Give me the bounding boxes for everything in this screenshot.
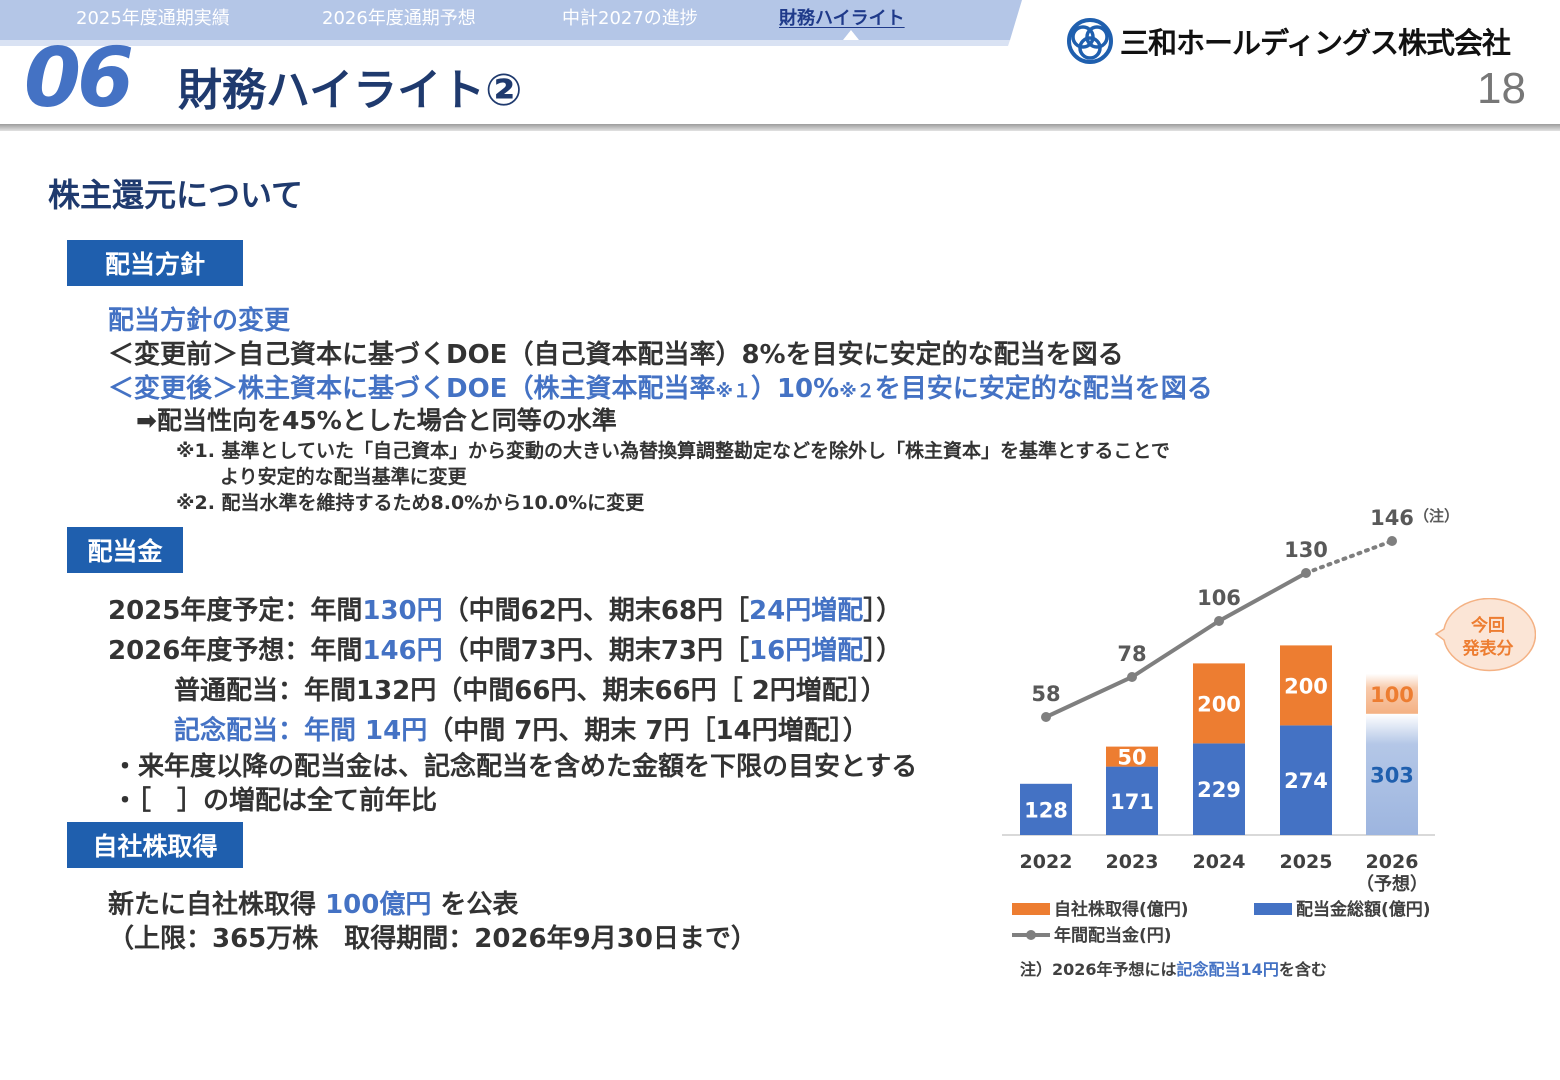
x-tick-sub-2026: （予想） xyxy=(1356,873,1428,895)
dividend-commemorative: 記念配当：年間 14円（中間 7円、期末 7円［14円増配］） xyxy=(174,716,869,746)
chart-footnote: 注）2026年予想には記念配当14円を含む xyxy=(1020,960,1327,979)
bar-buyback-2026 xyxy=(1366,673,1418,714)
bar-dividend-2024 xyxy=(1193,743,1245,835)
label-annual-dividend-2026: 146 xyxy=(1370,506,1414,530)
label-annual-dividend-note: （注） xyxy=(1414,507,1459,525)
policy-note1: ※1. 基準としていた「自己資本」から変動の大きい為替換算調整勘定などを除外し「… xyxy=(176,440,1170,462)
company-name: 三和ホールディングス株式会社 xyxy=(1120,26,1511,60)
buyback-label: 自社株取得 xyxy=(67,822,243,868)
label-dividend-2023: 171 xyxy=(1110,790,1154,814)
header-band: 2025年度通期実績 2026年度通期予想 中計2027の進捗 財務ハイライト … xyxy=(0,0,1560,131)
legend-swatch-dividend xyxy=(1254,903,1292,915)
shareholder-return-chart: 128 2022 171 50 2023 229 200 2024 274 200 2025 303 1… xyxy=(1002,506,1459,979)
bar-dividend-2025 xyxy=(1280,725,1332,835)
point-annual-dividend-2026 xyxy=(1387,536,1397,546)
label-dividend-2026: 303 xyxy=(1370,763,1414,787)
label-annual-dividend-2023: 78 xyxy=(1117,642,1146,666)
label-dividend-2025: 274 xyxy=(1284,769,1328,793)
x-tick-2023: 2023 xyxy=(1106,851,1159,873)
legend-swatch-buyback xyxy=(1012,903,1050,915)
line-annual-dividend xyxy=(1045,571,1307,719)
label-buyback-2026: 100 xyxy=(1370,683,1414,707)
bar-dividend-2026 xyxy=(1366,713,1418,835)
policy-change-title: 配当方針の変更 xyxy=(108,306,291,336)
bar-buyback-2023 xyxy=(1106,746,1158,767)
dividend-label: 配当金 xyxy=(67,527,183,573)
section-number: 06 xyxy=(24,31,134,126)
sanwa-logo-icon xyxy=(1067,18,1113,64)
bar-dividend-2023 xyxy=(1106,766,1158,835)
callout-line-1: 今回 xyxy=(1471,615,1505,636)
policy-before: ＜変更前＞自己資本に基づくDOE（自己資本配当率）8%を目安に安定的な配当を図る xyxy=(108,340,1124,370)
label-dividend-2022: 128 xyxy=(1024,798,1068,822)
policy-note1-cont: より安定的な配当基準に変更 xyxy=(220,466,467,488)
point-annual-dividend-2022 xyxy=(1041,712,1051,722)
label-annual-dividend-2025: 130 xyxy=(1284,538,1328,562)
nav-tab-bar xyxy=(0,0,1022,46)
dividend-bullet-lower-limit: ・来年度以降の配当金は、記念配当を含めた金額を下限の目安とする xyxy=(112,752,918,782)
tab-midterm-plan-progress[interactable]: 中計2027の進捗 xyxy=(562,8,698,29)
dividend-bullet-yoy: ・［ ］の増配は全て前年比 xyxy=(112,786,438,816)
x-tick-2025: 2025 xyxy=(1280,851,1333,873)
legend-label-buyback: 自社株取得(億円) xyxy=(1054,899,1189,920)
point-annual-dividend-2025 xyxy=(1301,568,1311,578)
x-tick-2024: 2024 xyxy=(1193,851,1246,873)
x-tick-2022: 2022 xyxy=(1020,851,1073,873)
label-annual-dividend-2022: 58 xyxy=(1031,682,1060,706)
callout-bubble: 今回 発表分 xyxy=(1434,598,1536,672)
section-heading: 株主還元について xyxy=(48,176,304,214)
legend-swatch-line-dot xyxy=(1026,930,1036,940)
bar-dividend-2022 xyxy=(1020,783,1072,835)
page-number: 18 xyxy=(1477,64,1526,113)
policy-equivalent: ➡配当性向を45%とした場合と同等の水準 xyxy=(136,406,617,435)
point-annual-dividend-2024 xyxy=(1214,616,1224,626)
dividend-ordinary: 普通配当：年間132円（中間66円、期末66円［ 2円増配］） xyxy=(174,676,887,706)
company-logo: 三和ホールディングス株式会社 xyxy=(1064,16,1534,66)
dividend-fy2026: 2026年度予想：年間146円（中間73円、期末73円［16円増配］） xyxy=(108,636,903,666)
label-buyback-2024: 200 xyxy=(1197,692,1241,716)
bar-buyback-2024 xyxy=(1193,663,1245,744)
dividend-fy2025: 2025年度予定：年間130円（中間62円、期末68円［24円増配］） xyxy=(108,596,903,626)
legend-label-line: 年間配当金(円) xyxy=(1054,925,1172,946)
tab-fy2026-forecast[interactable]: 2026年度通期予想 xyxy=(322,8,476,29)
policy-after: ＜変更後＞株主資本に基づくDOE（株主資本配当率※１）10%※２を目安に安定的な… xyxy=(108,374,1213,404)
point-annual-dividend-2023 xyxy=(1127,672,1137,682)
page-title: 財務ハイライト② xyxy=(178,65,523,116)
buyback-line1: 新たに自社株取得 100億円 を公表 xyxy=(108,890,519,920)
tab-financial-highlights[interactable]: 財務ハイライト xyxy=(779,8,905,29)
line-annual-dividend-forecast xyxy=(1304,539,1394,575)
x-tick-2026: 2026 xyxy=(1366,851,1419,873)
dividend-policy-label: 配当方針 xyxy=(67,240,243,286)
policy-note2: ※2. 配当水準を維持するため8.0%から10.0%に変更 xyxy=(176,492,645,514)
label-buyback-2025: 200 xyxy=(1284,674,1328,698)
callout-line-2: 発表分 xyxy=(1462,638,1514,659)
buyback-line2: （上限：365万株 取得期間：2026年9月30日まで） xyxy=(108,924,757,954)
legend-label-dividend: 配当金総額(億円) xyxy=(1296,899,1431,920)
label-buyback-2023: 50 xyxy=(1117,746,1146,770)
label-annual-dividend-2024: 106 xyxy=(1197,586,1241,610)
label-dividend-2024: 229 xyxy=(1197,778,1241,802)
bar-buyback-2025 xyxy=(1280,645,1332,726)
tab-fy2025-results[interactable]: 2025年度通期実績 xyxy=(76,8,230,29)
header-divider xyxy=(0,124,1560,131)
